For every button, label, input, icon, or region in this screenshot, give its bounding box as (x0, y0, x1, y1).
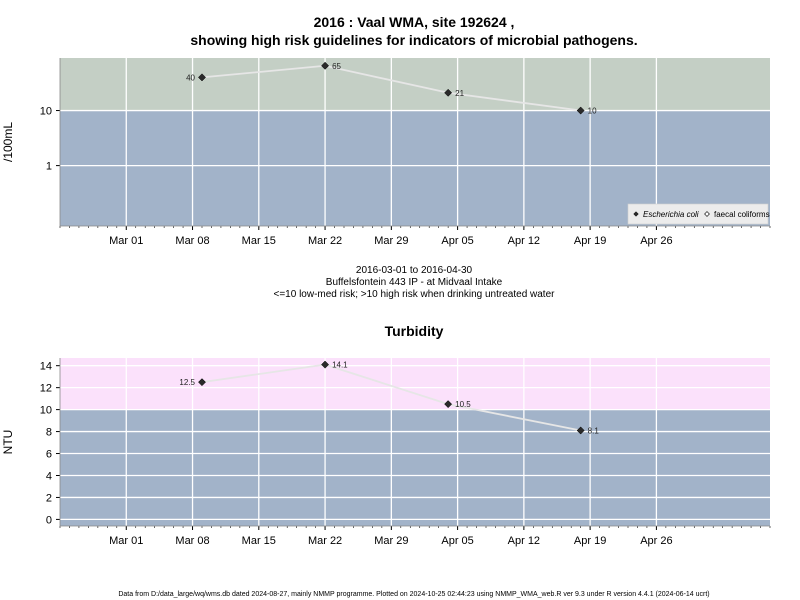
chart2-data-label: 10.5 (455, 400, 471, 409)
chart1-legend-entry: faecal coliforms (714, 210, 770, 219)
chart2-x-tick-label: Mar 01 (109, 535, 143, 547)
chart1-series-line (201, 64, 581, 112)
chart2-data-point (198, 378, 206, 387)
chart2-plot: Mar 01 Mar 08 Mar 15 Mar 22 Mar 29 Apr 05 Apr … (1, 358, 771, 547)
chart1-data-point (198, 73, 206, 82)
chart1-data-point (576, 106, 585, 115)
chart2-y-tick-label: 4 (46, 470, 52, 482)
chart1-caption-site: Buffelsfontein 443 IP - at Midvaal Intak… (326, 277, 503, 288)
chart1-data-label: 40 (186, 73, 195, 82)
chart1-legend-entry: Escherichia coli (643, 210, 699, 219)
chart1-caption-date-range: 2016-03-01 to 2016-04-30 (356, 265, 473, 276)
chart1-x-tick-label: Mar 15 (242, 235, 276, 247)
chart1-legend-marker-open (704, 211, 710, 217)
chart2-x-tick-label: Apr 26 (640, 535, 672, 547)
chart2-data-label: 14.1 (332, 361, 348, 370)
chart1-x-tick-label: Mar 08 (175, 235, 209, 247)
chart2-data-label: 12.5 (179, 378, 195, 387)
chart2-x-tick-label: Mar 29 (374, 535, 408, 547)
chart1-legend-marker-filled (633, 211, 639, 217)
chart1-plot: Mar 01 Mar 08 Mar 15 Mar 22 Mar 29 Apr 05 Apr … (1, 58, 771, 247)
chart1-legend-box (627, 203, 769, 225)
chart1-x-tick-label: Apr 26 (640, 235, 672, 247)
chart2-y-tick-label: 6 (46, 449, 52, 461)
chart2-data-label: 8.1 (588, 426, 600, 435)
chart2-x-tick-label: Apr 05 (441, 535, 473, 547)
chart1-data-point (444, 88, 453, 97)
chart1-y-tick-label: 1 (46, 161, 52, 173)
chart1-legend: Escherichia coli faecal coliforms (627, 203, 770, 225)
chart1-x-tick-label: Apr 05 (441, 235, 473, 247)
chart1-band-high (60, 58, 770, 111)
chart2-title: Turbidity (385, 323, 444, 339)
chart1-y-tick-label: 10 (40, 106, 52, 118)
chart1-title-line2: showing high risk guidelines for indicat… (190, 32, 637, 48)
chart1-x-tick-label: Mar 22 (308, 235, 342, 247)
chart2-y-tick-label: 12 (40, 383, 52, 395)
chart1-data-label: 21 (455, 89, 464, 98)
chart2-series-line (201, 363, 581, 432)
chart2-y-tick-label: 8 (46, 427, 52, 439)
chart2-y-tick-label: 0 (46, 514, 52, 526)
chart2-y-tick-label: 2 (46, 492, 52, 504)
chart2-x-tick-label: Mar 22 (308, 535, 342, 547)
chart2-y-tick-label: 10 (40, 405, 52, 417)
chart1-x-tick-label: Apr 12 (508, 235, 540, 247)
chart2-x-tick-label: Mar 15 (242, 535, 276, 547)
chart2-data-point (444, 400, 453, 409)
chart2-y-tick-label: 14 (40, 361, 52, 373)
chart1-x-tick-label: Apr 19 (574, 235, 606, 247)
chart2-y-axis-label: NTU (1, 430, 15, 455)
chart1-x-tick-label: Mar 29 (374, 235, 408, 247)
chart1-data-point (321, 61, 330, 70)
chart2-x-tick-label: Apr 12 (508, 535, 540, 547)
chart2-band-low (60, 409, 770, 526)
chart1-caption-risk: <=10 low-med risk; >10 high risk when dr… (274, 289, 556, 300)
chart2-x-tick-label: Mar 08 (175, 535, 209, 547)
chart2-data-point (321, 360, 330, 369)
chart1-data-label: 65 (332, 62, 341, 71)
chart2-x-tick-label: Apr 19 (574, 535, 606, 547)
chart2-data-point (576, 426, 585, 435)
chart1-data-label: 10 (588, 107, 597, 116)
chart1-y-axis-label: /100mL (1, 122, 15, 162)
chart1-x-tick-label: Mar 01 (109, 235, 143, 247)
chart1-title-line1: 2016 : Vaal WMA, site 192624 , (314, 14, 515, 30)
chart2-band-high (60, 358, 770, 410)
footer-note: Data from D:/data_large/wq/wms.db dated … (118, 591, 709, 598)
